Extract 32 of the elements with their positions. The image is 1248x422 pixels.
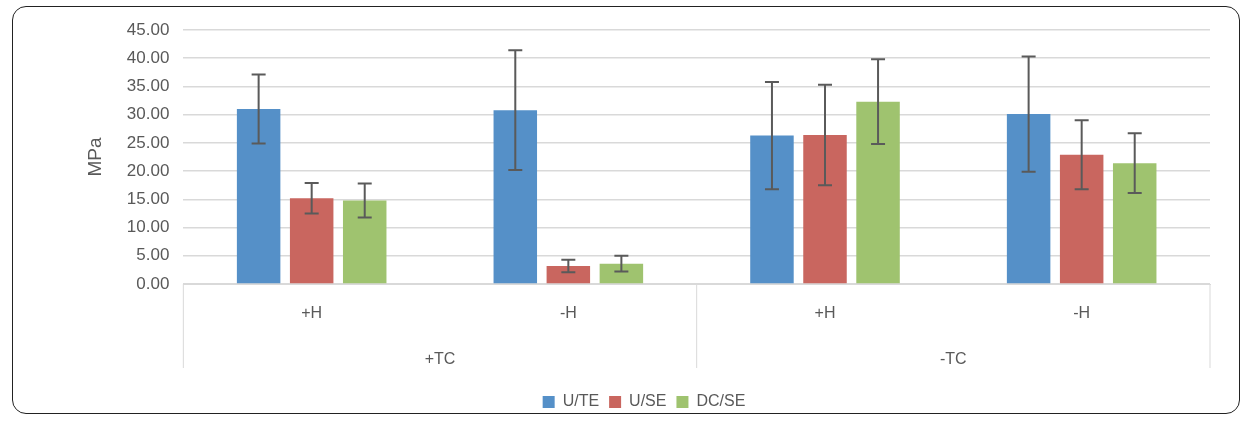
y-tick-label: 0.00 bbox=[136, 273, 170, 293]
bar bbox=[803, 134, 847, 284]
legend-label: U/SE bbox=[629, 392, 667, 410]
y-tick-label: 10.00 bbox=[126, 217, 170, 237]
x-tick-label: +H bbox=[301, 304, 323, 322]
y-tick-label: 25.00 bbox=[126, 132, 170, 152]
x-tick-label: +H bbox=[814, 304, 836, 322]
bar bbox=[289, 198, 334, 284]
y-tick-label: 15.00 bbox=[126, 189, 170, 209]
y-tick-label: 35.00 bbox=[126, 76, 170, 96]
legend-label: U/TE bbox=[562, 392, 600, 410]
bar bbox=[1059, 154, 1104, 284]
y-tick-label: 40.00 bbox=[126, 47, 170, 67]
y-axis-title: MPa bbox=[83, 137, 105, 177]
bar bbox=[493, 110, 538, 284]
x-tick-label: -H bbox=[1073, 304, 1091, 322]
bar bbox=[856, 101, 900, 284]
y-tick-label: 45.00 bbox=[126, 19, 170, 39]
legend-label: DC/SE bbox=[696, 392, 746, 410]
bar bbox=[1112, 163, 1157, 284]
bar bbox=[1006, 114, 1051, 284]
bar bbox=[599, 263, 644, 284]
y-tick-label: 30.00 bbox=[126, 104, 170, 124]
y-tick-label: 5.00 bbox=[136, 245, 170, 265]
text: -TC bbox=[940, 350, 967, 368]
y-tick-label: 20.00 bbox=[126, 160, 170, 180]
text: +TC bbox=[424, 350, 456, 368]
bar bbox=[750, 135, 794, 284]
bar bbox=[342, 200, 387, 284]
x-tick-label: -H bbox=[559, 304, 577, 322]
bar bbox=[236, 109, 281, 284]
bar bbox=[546, 265, 591, 284]
